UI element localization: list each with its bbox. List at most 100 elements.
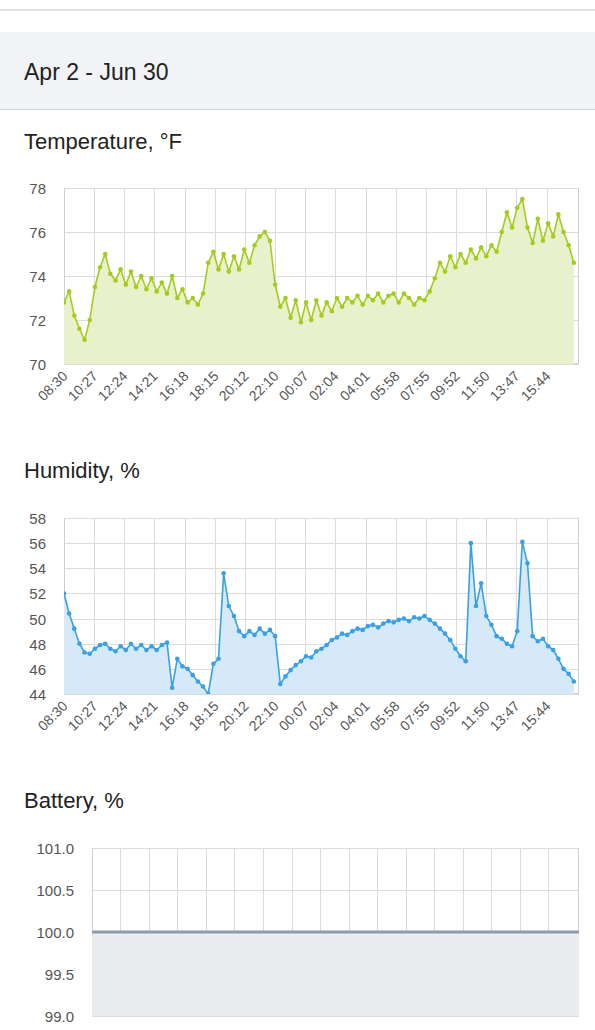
grid-line-y bbox=[64, 694, 579, 695]
data-point bbox=[82, 650, 87, 655]
data-point bbox=[345, 296, 350, 301]
data-point bbox=[469, 541, 474, 546]
data-point bbox=[216, 657, 221, 662]
chart-title: Battery, % bbox=[24, 788, 124, 813]
data-point bbox=[530, 634, 535, 639]
data-point bbox=[381, 621, 386, 626]
data-point bbox=[340, 631, 345, 636]
data-point bbox=[376, 625, 381, 630]
data-point bbox=[438, 261, 443, 266]
data-point bbox=[427, 289, 432, 294]
data-point bbox=[232, 254, 237, 259]
data-point bbox=[124, 283, 129, 288]
x-tick-label: 08:30 bbox=[35, 368, 71, 404]
data-point bbox=[304, 654, 309, 659]
data-point bbox=[113, 649, 118, 654]
x-tick-label: 20:12 bbox=[216, 368, 252, 404]
data-point bbox=[72, 626, 77, 631]
data-point bbox=[180, 664, 185, 669]
data-point bbox=[391, 291, 396, 296]
data-point bbox=[160, 643, 165, 648]
data-point bbox=[319, 313, 324, 318]
y-tick-label: 52 bbox=[29, 585, 46, 602]
data-point bbox=[185, 667, 190, 672]
data-point bbox=[201, 684, 206, 689]
x-tick-label: 00:07 bbox=[276, 368, 312, 404]
grid-line-y bbox=[64, 543, 579, 544]
data-point bbox=[278, 682, 283, 687]
data-point bbox=[185, 300, 190, 305]
data-point bbox=[572, 261, 577, 266]
data-point bbox=[499, 230, 504, 235]
data-point bbox=[443, 631, 448, 636]
data-point bbox=[170, 274, 175, 279]
data-point bbox=[366, 294, 371, 299]
data-point bbox=[396, 300, 401, 305]
data-point bbox=[402, 291, 407, 296]
data-point bbox=[82, 338, 87, 343]
grid-line-y bbox=[64, 188, 579, 189]
x-tick-label: 20:12 bbox=[216, 698, 252, 734]
data-point bbox=[360, 628, 365, 633]
x-tick-label: 11:50 bbox=[457, 368, 493, 404]
x-tick-label: 10:27 bbox=[65, 698, 101, 734]
grid-line-y bbox=[92, 848, 579, 849]
data-point bbox=[165, 640, 170, 645]
data-point bbox=[283, 674, 288, 679]
data-point bbox=[355, 626, 360, 631]
data-point bbox=[247, 261, 252, 266]
data-point bbox=[288, 316, 293, 321]
data-point bbox=[572, 679, 577, 684]
data-point bbox=[67, 611, 72, 616]
data-point bbox=[556, 657, 561, 662]
data-point bbox=[232, 614, 237, 619]
x-tick-label: 11:50 bbox=[457, 698, 493, 734]
series-line bbox=[92, 931, 579, 934]
data-point bbox=[216, 267, 221, 272]
data-point bbox=[309, 655, 314, 660]
data-point bbox=[201, 291, 206, 296]
data-point bbox=[309, 318, 314, 323]
data-point bbox=[149, 276, 154, 281]
data-point bbox=[144, 287, 149, 292]
data-point bbox=[474, 256, 479, 261]
data-point bbox=[474, 604, 479, 609]
data-point bbox=[469, 247, 474, 252]
data-point bbox=[314, 649, 319, 654]
top-bar bbox=[0, 0, 595, 10]
data-point bbox=[252, 243, 257, 248]
data-point bbox=[335, 296, 340, 301]
grid-line-y bbox=[64, 364, 579, 365]
data-point bbox=[505, 210, 510, 215]
data-point bbox=[93, 646, 98, 651]
x-tick-label: 12:24 bbox=[95, 368, 131, 404]
y-tick-label: 78 bbox=[29, 180, 46, 197]
data-point bbox=[108, 272, 113, 277]
data-point bbox=[139, 274, 144, 279]
x-tick-label: 04:01 bbox=[337, 698, 373, 734]
data-point bbox=[417, 616, 422, 621]
data-point bbox=[458, 654, 463, 659]
data-point bbox=[273, 634, 278, 639]
data-point bbox=[402, 616, 407, 621]
data-point bbox=[386, 294, 391, 299]
x-tick-label: 05:58 bbox=[367, 368, 403, 404]
data-point bbox=[64, 300, 66, 305]
data-point bbox=[221, 571, 226, 576]
header-band bbox=[0, 32, 595, 109]
data-point bbox=[304, 300, 309, 305]
y-tick-label: 46 bbox=[29, 661, 46, 678]
data-point bbox=[551, 234, 556, 239]
data-point bbox=[196, 302, 201, 307]
data-point bbox=[98, 265, 103, 270]
data-point bbox=[489, 623, 494, 628]
data-point bbox=[546, 221, 551, 226]
data-point bbox=[108, 646, 113, 651]
data-point bbox=[407, 296, 412, 301]
data-point bbox=[129, 269, 134, 274]
data-point bbox=[160, 280, 165, 285]
data-point bbox=[360, 302, 365, 307]
y-tick-label: 58 bbox=[29, 510, 46, 527]
data-point bbox=[381, 300, 386, 305]
data-point bbox=[422, 298, 427, 303]
